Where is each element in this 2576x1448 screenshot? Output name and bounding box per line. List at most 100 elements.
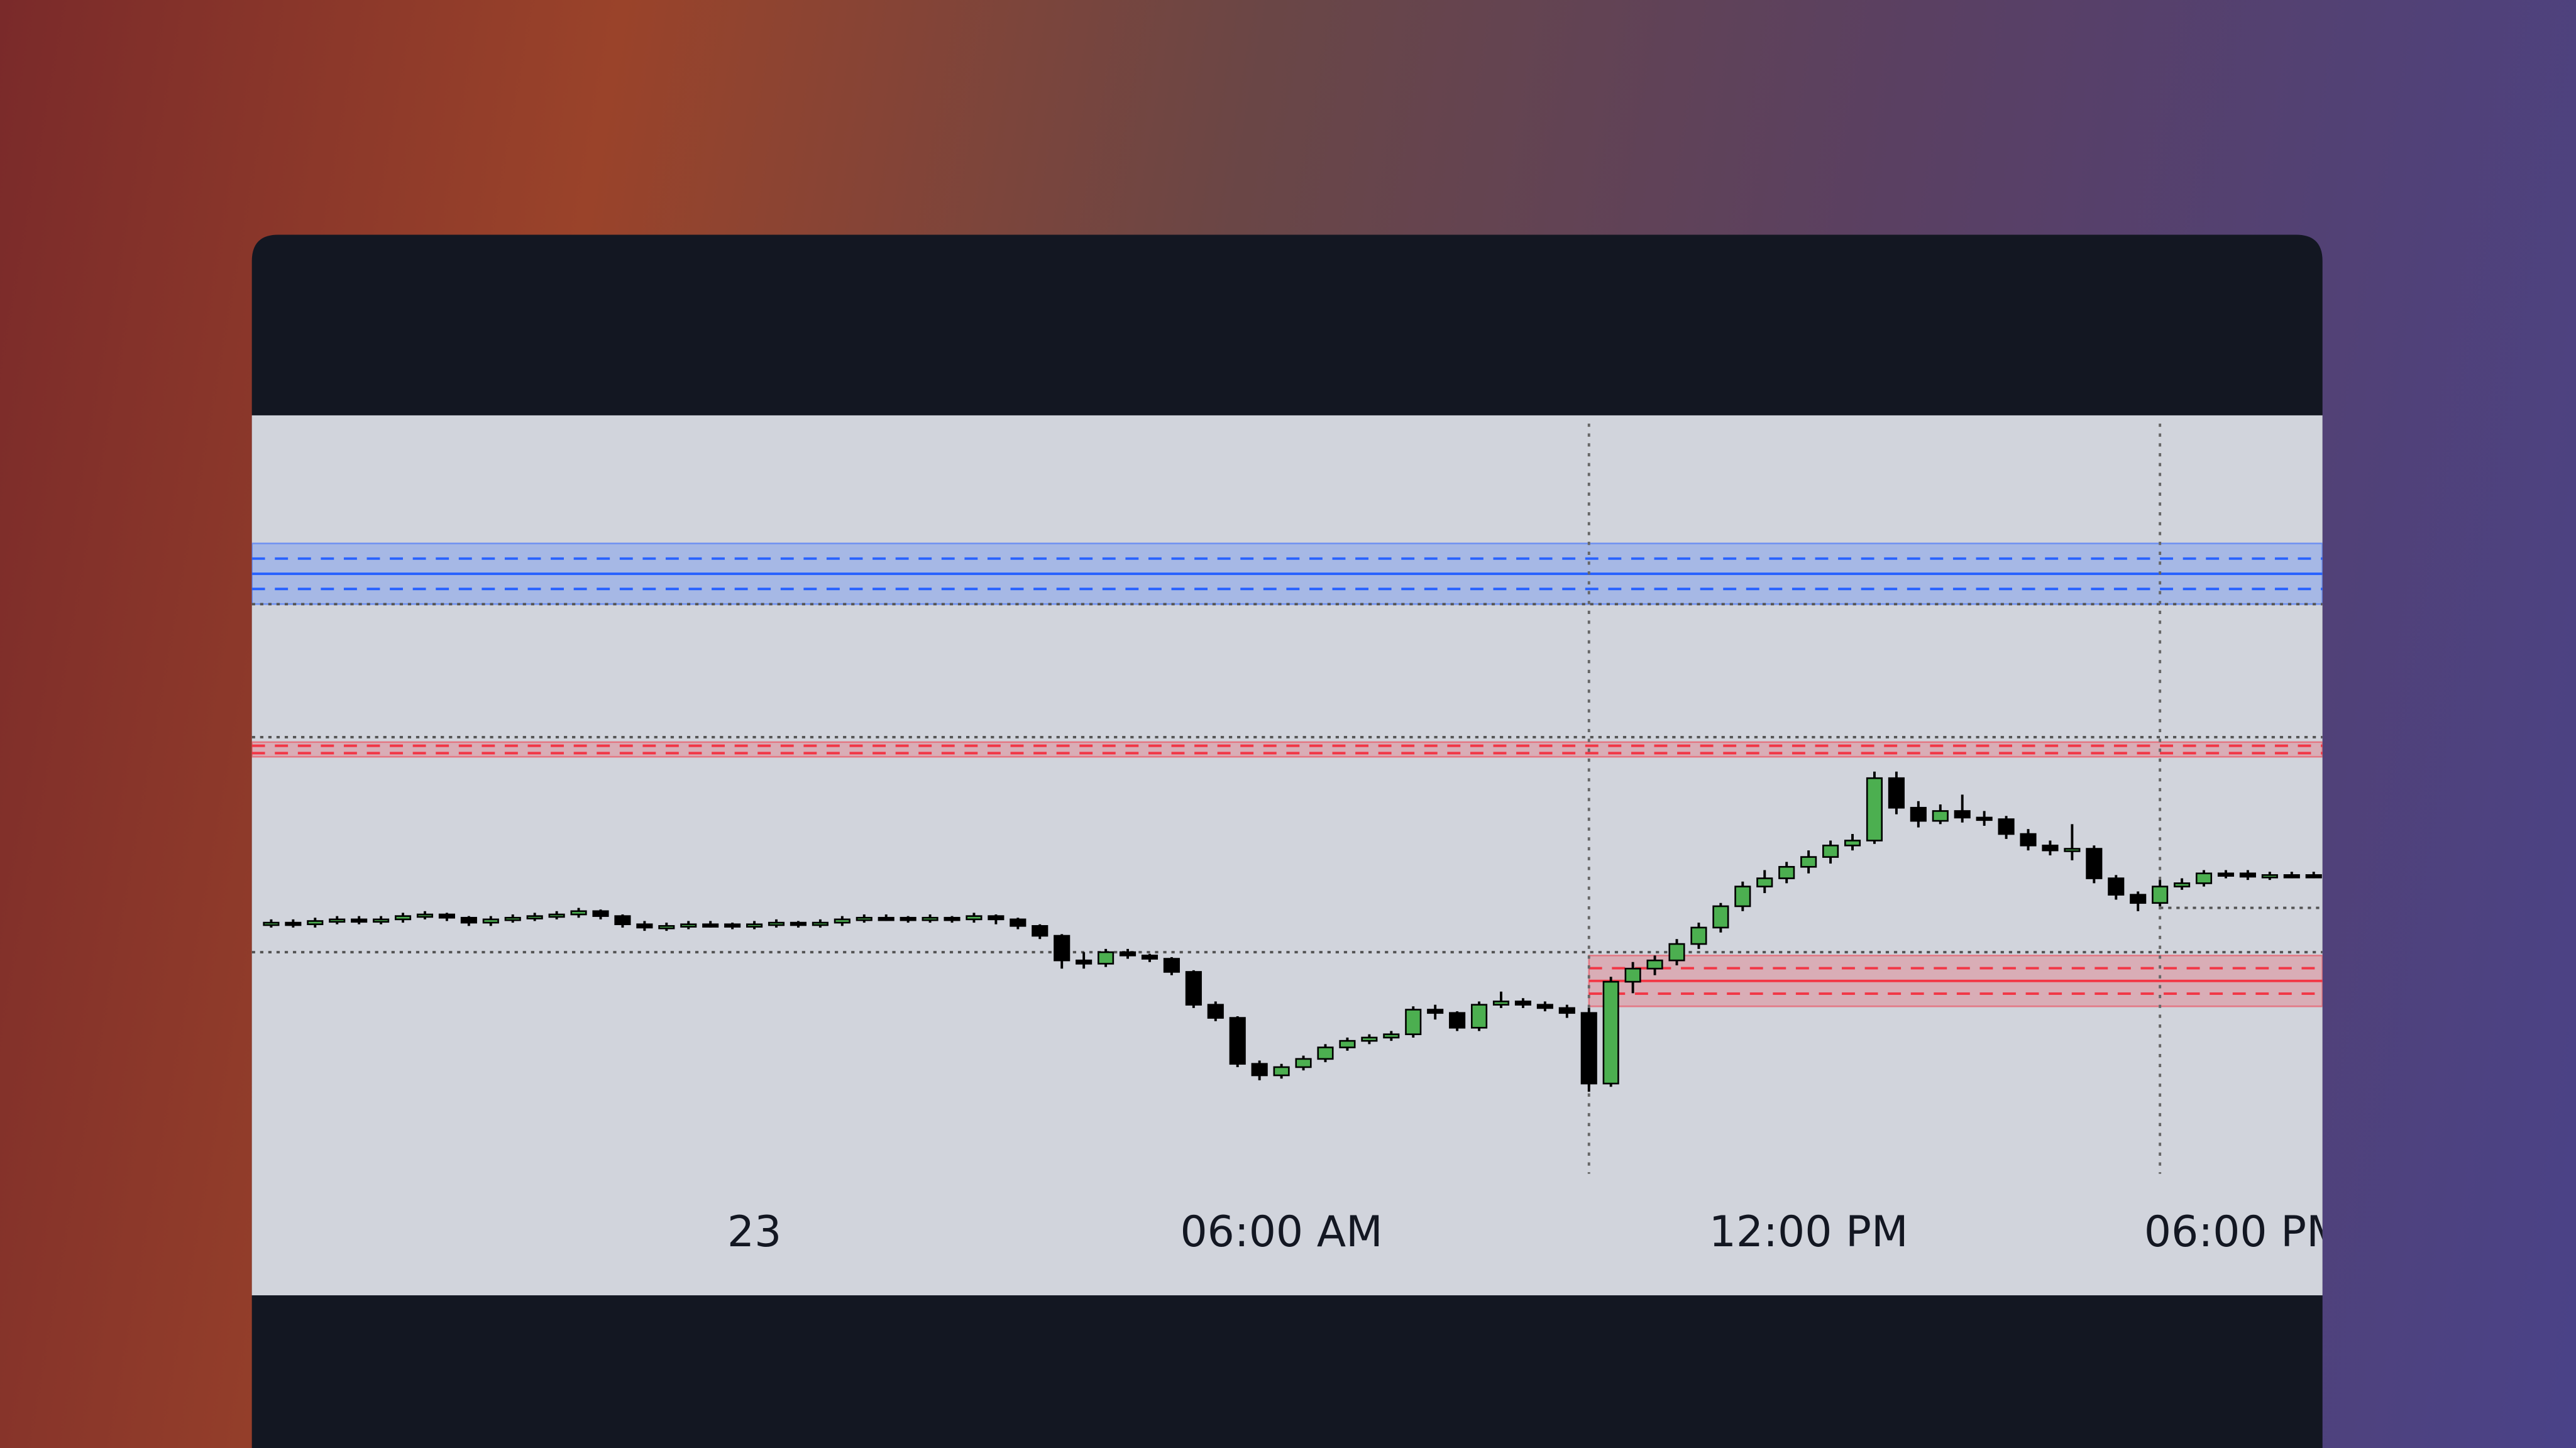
candle-body: [592, 910, 609, 917]
candle-body: [1756, 877, 1773, 887]
candle-body: [1580, 1012, 1597, 1085]
candle-body: [1361, 1036, 1378, 1042]
candle-body: [504, 916, 521, 921]
candle-body: [1778, 865, 1795, 879]
candle-body: [1536, 1004, 1553, 1009]
candle-body: [1888, 777, 1905, 809]
candle-body: [1405, 1009, 1422, 1036]
candle-body: [2020, 833, 2037, 847]
candle-body: [1054, 935, 1071, 962]
candle-body: [1734, 886, 1751, 908]
candle-body: [2086, 848, 2103, 879]
x-tick-label: 12:00 PM: [1709, 1207, 1908, 1257]
candle-body: [2130, 894, 2147, 904]
candle-body: [1844, 840, 1861, 847]
candle-body: [988, 915, 1005, 921]
candle-body: [1229, 1017, 1246, 1065]
candle-body: [790, 921, 807, 926]
candle-body: [1317, 1046, 1334, 1060]
candle-body: [1251, 1063, 1268, 1077]
candle-body: [812, 921, 828, 926]
candle-body: [1010, 918, 1027, 927]
candle-body: [1822, 845, 1839, 858]
candle-body: [2195, 872, 2213, 884]
candle-body: [1492, 1001, 1510, 1006]
candle-body: [1295, 1058, 1312, 1068]
candle-body: [2239, 872, 2256, 878]
candle-body: [1383, 1033, 1400, 1039]
candle-body: [1998, 818, 2015, 835]
candle-body: [548, 913, 565, 918]
candle-body: [1624, 967, 1641, 983]
candle-body: [1076, 959, 1093, 965]
candle-body: [944, 916, 960, 921]
candle-body: [438, 913, 455, 919]
candle-body: [614, 915, 631, 925]
x-tick-label: 23: [727, 1207, 781, 1257]
candle-body: [1602, 980, 1619, 1085]
candle-body: [2305, 874, 2322, 879]
candle-body: [1646, 959, 1663, 970]
candle-body: [351, 918, 368, 923]
candle-body: [1427, 1009, 1444, 1014]
candle-body: [329, 918, 346, 923]
candle-body: [2108, 877, 2125, 896]
x-tick-label: 06:00 AM: [1180, 1207, 1382, 1257]
candle-body: [482, 918, 499, 924]
candle-body: [2174, 882, 2191, 887]
candle-body: [834, 918, 850, 924]
candle-body: [285, 921, 302, 926]
candle-body: [1098, 951, 1115, 965]
zone: [251, 741, 2323, 758]
candle-body: [2283, 874, 2300, 879]
candle-body: [2064, 848, 2081, 852]
candle-body: [1119, 951, 1137, 957]
plot: 23 06:00 AM 12:00 PM 06:00 PM: [251, 423, 2343, 1257]
candle-body: [526, 915, 543, 919]
candle-body: [1712, 905, 1729, 929]
candle-body: [1339, 1039, 1356, 1048]
candle-body: [2217, 872, 2235, 877]
candle-body: [1470, 1004, 1488, 1029]
candle-body: [2042, 845, 2059, 852]
candle-body: [1668, 943, 1685, 962]
candle-body: [460, 916, 477, 924]
candle-body: [900, 916, 916, 921]
candle-body: [307, 920, 324, 925]
candle-body: [1514, 1001, 1531, 1006]
candle-body: [1954, 810, 1971, 819]
candle-body: [2152, 886, 2169, 904]
candle-body: [746, 923, 763, 928]
candle-body: [1690, 926, 1707, 945]
candle-body: [1207, 1004, 1224, 1019]
candle-body: [1932, 810, 1949, 822]
candle-body: [966, 915, 983, 921]
candle-body: [263, 921, 280, 926]
candle-body: [878, 916, 894, 921]
candle-body: [724, 923, 741, 928]
candle-body: [570, 910, 587, 916]
candle-body: [1866, 777, 1883, 842]
chart-pane: [251, 415, 2323, 1296]
candle-body: [1910, 806, 1927, 822]
candle-body: [1800, 856, 1817, 868]
candle-body: [416, 913, 434, 918]
candle-body: [1976, 816, 1993, 821]
candle-body: [636, 923, 653, 929]
candle-body: [856, 916, 872, 921]
candle-body: [2261, 874, 2278, 879]
candle-body: [658, 925, 675, 930]
candle-body: [1185, 971, 1202, 1006]
candle-body: [394, 915, 412, 921]
candle-body: [768, 921, 785, 926]
candle-body: [1449, 1012, 1466, 1029]
x-tick-label: 06:00 PM: [2144, 1207, 2343, 1257]
candle-body: [922, 916, 938, 921]
candle-body: [680, 923, 697, 928]
candle-body: [1273, 1066, 1290, 1077]
candle-body: [1141, 955, 1159, 960]
candle-body: [1163, 958, 1180, 973]
candle-body: [373, 918, 390, 923]
